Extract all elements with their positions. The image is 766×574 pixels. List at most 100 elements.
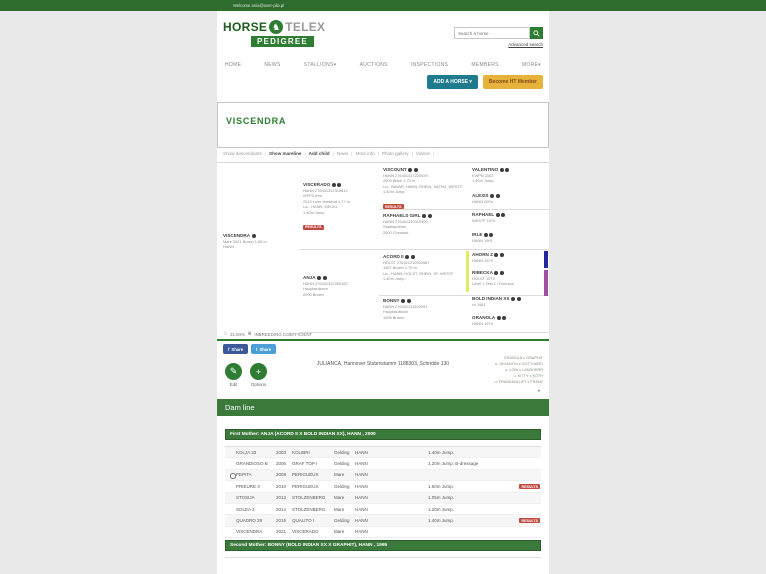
- horse-name-link[interactable]: VISCENDRA: [223, 233, 251, 238]
- photo-icon[interactable]: [331, 182, 336, 187]
- horse-name-link[interactable]: RAPHAEL: [472, 212, 495, 217]
- sire-link[interactable]: STOLZENBERG: [291, 503, 333, 516]
- photo-icon[interactable]: [511, 296, 516, 301]
- tab-item[interactable]: Show mareline |: [269, 151, 306, 156]
- photo-icon[interactable]: [422, 213, 427, 218]
- results-badge[interactable]: RESULTS: [519, 518, 540, 524]
- approved-check-icon[interactable]: [489, 232, 494, 237]
- approved-check-icon[interactable]: [251, 233, 256, 238]
- photo-icon[interactable]: [401, 298, 406, 303]
- approved-check-icon[interactable]: [501, 212, 506, 217]
- approved-check-icon[interactable]: [413, 167, 418, 172]
- horse-name-link[interactable]: VISCOUNT: [383, 167, 407, 172]
- twitter-share-button[interactable]: t Share: [251, 344, 277, 354]
- become-member-button[interactable]: Become HT Member: [482, 75, 543, 89]
- table-row[interactable]: VISCENDRA 2021 VISCERADO Mare HANN RESUL…: [225, 526, 541, 539]
- tab-item[interactable]: Add child |: [308, 151, 334, 156]
- photo-icon[interactable]: [490, 193, 495, 198]
- pedigree-entry[interactable]: VISCENDRA Mare 2021 Brown 1.65 m HANN RE…: [223, 233, 299, 250]
- tab-item[interactable]: More info |: [355, 151, 379, 156]
- sire-link[interactable]: QUALITO I: [291, 514, 333, 527]
- sire-link[interactable]: PERIGUEUX: [291, 480, 333, 493]
- photo-icon[interactable]: [494, 270, 499, 275]
- tab-item[interactable]: Show descendants |: [223, 151, 267, 156]
- facebook-share-button[interactable]: f Share: [223, 344, 249, 354]
- pedigree-entry[interactable]: ANJA HANN 276431312350100 Hauptstutbuch …: [303, 275, 381, 297]
- pedigree-entry[interactable]: VISCERADO HANN 276431312319613 WFFS-free…: [303, 182, 381, 233]
- approved-check-icon[interactable]: [406, 298, 411, 303]
- more-link[interactable]: »: [537, 388, 540, 393]
- photo-icon[interactable]: [495, 212, 500, 217]
- pedigree-entry[interactable]: RAPHAEL WESTF 1970 RESULTS: [472, 212, 547, 223]
- nav-item[interactable]: INSPECTIONS▾: [411, 62, 449, 68]
- table-row[interactable]: STOSIJA 2013 STOLZENBERG Mare HANN 1.05m…: [225, 492, 541, 504]
- horse-name-link[interactable]: QUADRO 28: [236, 518, 263, 524]
- pedigree-entry[interactable]: VALENTINO KWPN 2002 1.40m Jump. RESULTS: [472, 167, 547, 184]
- search-input[interactable]: [454, 27, 530, 39]
- advanced-search-link[interactable]: Advanced search: [508, 42, 543, 47]
- horse-name-link[interactable]: PRIEURE 3: [236, 483, 260, 489]
- tab-item[interactable]: News |: [336, 151, 353, 156]
- nav-item[interactable]: MEMBERS▾: [471, 62, 499, 68]
- horse-name-link[interactable]: STOSIJA: [236, 495, 255, 501]
- approved-check-icon[interactable]: [502, 315, 507, 320]
- table-row[interactable]: PRIEURE 3 2010 PERIGUEUX Gelding HANN 1.…: [225, 480, 541, 493]
- sire-link[interactable]: KOLIBRI: [291, 446, 333, 459]
- options-button[interactable]: + Options: [250, 363, 267, 387]
- nav-item[interactable]: NEWS▾: [264, 62, 281, 68]
- table-row[interactable]: GRANDIOSO B 2006 GRAF TOP I Gelding HANN…: [225, 457, 541, 470]
- horse-name-link[interactable]: SOLEA 3: [236, 506, 255, 512]
- results-badge[interactable]: RESULTS: [383, 204, 404, 210]
- horse-name-link[interactable]: ALEXIS: [472, 193, 489, 198]
- photo-icon[interactable]: [499, 167, 504, 172]
- approved-check-icon[interactable]: [427, 213, 432, 218]
- horse-name-link[interactable]: VISCERADO: [303, 182, 331, 187]
- pedigree-entry[interactable]: RAPHAELS GIRL HANN 276431310310900 Staat…: [383, 213, 465, 235]
- tab-item[interactable]: Photo gallery |: [381, 151, 413, 156]
- photo-icon[interactable]: [494, 252, 499, 257]
- pedigree-entry[interactable]: ALEXIS HANN 2004 RESULTS: [472, 193, 547, 204]
- horse-name-link[interactable]: RAPHAELS GIRL: [383, 213, 421, 218]
- pedigree-entry[interactable]: BONNY HANN 276331311320991 Hauptstutbuch…: [383, 298, 465, 320]
- approved-check-icon[interactable]: [499, 252, 504, 257]
- horse-name-link[interactable]: GRANOLA: [472, 315, 496, 320]
- tab-item[interactable]: Videos |: [415, 151, 435, 156]
- horse-name-link[interactable]: KOLJA 33: [236, 449, 257, 455]
- horse-name-link[interactable]: BONNY: [383, 298, 400, 303]
- photo-icon[interactable]: [483, 232, 488, 237]
- horse-name-link[interactable]: VISCENDRA: [236, 529, 263, 535]
- approved-check-icon[interactable]: [516, 296, 521, 301]
- horse-name-link[interactable]: ANJA: [303, 275, 316, 280]
- horse-name-link[interactable]: PEPITA: [236, 472, 252, 478]
- horse-name-link[interactable]: AHORN Z: [472, 252, 493, 257]
- photo-icon[interactable]: [496, 315, 501, 320]
- horse-name-link[interactable]: BOLD INDIAN XX: [472, 296, 510, 301]
- table-row[interactable]: SOLEA 3 2014 STOLZENBERG Mare HANN 1.20m…: [225, 503, 541, 516]
- pedigree-entry[interactable]: RIBECKA HOLST 1979 Level 1 Test 1 / Ronn…: [472, 270, 542, 287]
- table-row[interactable]: QUADRO 28 2016 QUALITO I Gelding HANN 1.…: [225, 514, 541, 527]
- results-badge[interactable]: RESULTS: [303, 224, 324, 230]
- search-button[interactable]: [530, 27, 543, 39]
- photo-icon[interactable]: [317, 275, 322, 280]
- edit-button[interactable]: ✎ Edit: [225, 363, 242, 387]
- sire-link[interactable]: STOLZENBERG: [291, 492, 333, 504]
- pedigree-entry[interactable]: VISCOUNT HANN 276431317220929 2009 Black…: [383, 167, 465, 213]
- table-row[interactable]: KOLJA 33 2003 KOLIBRI Gelding HANN 1.40m…: [225, 446, 541, 459]
- pedigree-entry[interactable]: ACORD II HOLST 276321210902687 1987 Brow…: [383, 254, 465, 282]
- pedigree-entry[interactable]: IRLE HANN 1991 RESULTS: [472, 232, 547, 243]
- horse-name-link[interactable]: GRANDIOSO B: [236, 461, 268, 467]
- pedigree-entry[interactable]: AHORN Z HANN 1979 RESULTS: [472, 252, 542, 263]
- results-badge[interactable]: RESULTS: [519, 484, 540, 490]
- approved-check-icon[interactable]: [495, 193, 500, 198]
- horse-name-link[interactable]: RIBECKA: [472, 270, 493, 275]
- approved-check-icon[interactable]: [322, 275, 327, 280]
- sire-link[interactable]: PERIGUEUX: [291, 469, 333, 482]
- logo[interactable]: HORSE ♞ TELEX: [223, 20, 325, 34]
- pedigree-entry[interactable]: BOLD INDIAN XX xx 1981 RESULTS: [472, 296, 547, 307]
- add-horse-button[interactable]: ADD A HORSE ▾: [427, 75, 478, 89]
- nav-item[interactable]: MORE▾: [521, 62, 541, 68]
- sire-link[interactable]: VISCERADO: [291, 526, 333, 539]
- table-row[interactable]: PEPITA 2008 PERIGUEUX Mare HANN RESULTS: [225, 469, 541, 482]
- horse-name-link[interactable]: IRLE: [472, 232, 483, 237]
- nav-item[interactable]: AUCTIONS▾: [359, 62, 388, 68]
